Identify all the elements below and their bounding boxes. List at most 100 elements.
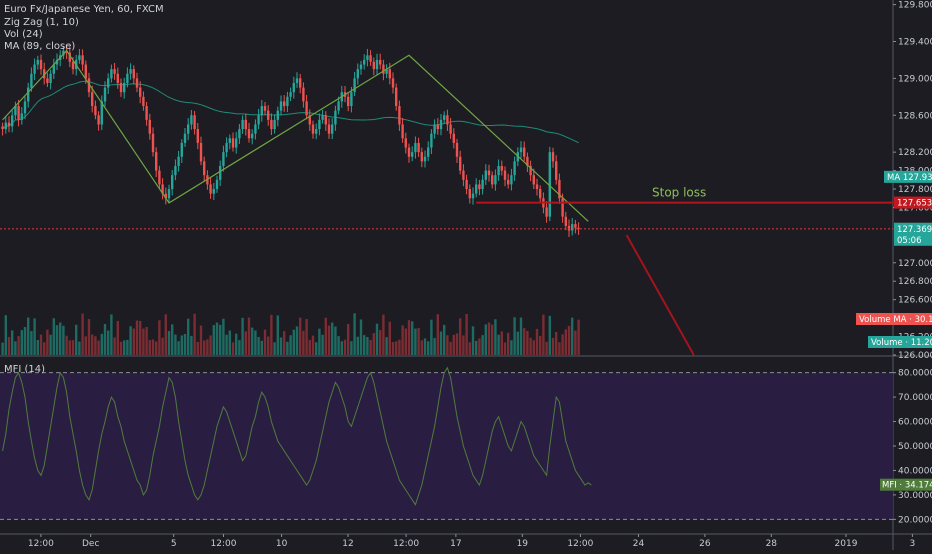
volume-bar (1, 342, 4, 355)
volume-bar (555, 331, 558, 355)
volume-bar (123, 340, 126, 355)
candle-body (302, 87, 305, 102)
volume-bar (567, 325, 571, 355)
volume-bar (110, 314, 113, 355)
volume-bar (135, 320, 139, 355)
candle-body (135, 78, 139, 88)
volume-bar (14, 341, 17, 355)
candle-body (132, 69, 135, 79)
indicator-ma[interactable]: MA (89, close) (4, 41, 76, 52)
candle-body (510, 175, 513, 185)
candle-body (20, 113, 23, 120)
candle-body (366, 55, 369, 60)
volume-bar (4, 315, 7, 355)
volume-bar (87, 319, 91, 355)
candle-body (289, 92, 292, 97)
candle-body (247, 129, 251, 139)
volume-bar (391, 341, 395, 355)
volume-tag (868, 336, 932, 348)
candle-body (455, 142, 459, 157)
candle-body (555, 161, 558, 180)
candle-body (462, 170, 465, 180)
candle-body (151, 133, 155, 153)
volume-bar (423, 338, 427, 355)
volume-bar (359, 319, 363, 355)
price-tag (894, 222, 932, 235)
candle-body (283, 101, 286, 107)
candle-body (267, 110, 270, 120)
volume-bar (52, 318, 55, 355)
volume-bar (350, 341, 353, 355)
volume-bar (30, 331, 33, 355)
candle-body (196, 129, 199, 143)
candle-body (78, 55, 81, 60)
candle-body (107, 78, 110, 88)
price-tick-label: 128.200 (898, 148, 932, 158)
volume-bar (155, 341, 158, 355)
candle-body (62, 50, 65, 56)
volume-bar (267, 336, 270, 355)
volume-bar (289, 335, 292, 355)
candle-body (254, 124, 257, 134)
volume-bar (526, 330, 529, 355)
indicator-volume[interactable]: Vol (24) (4, 29, 43, 40)
volume-bar (39, 334, 43, 355)
candle-body (199, 142, 203, 162)
candle-body (231, 138, 235, 148)
candle-body (526, 156, 529, 166)
volume-bar (292, 329, 295, 355)
volume-bar (145, 327, 148, 355)
candle-body (68, 52, 71, 62)
volume-bar (167, 331, 171, 355)
volume-bar (455, 333, 459, 355)
candle-body (142, 96, 145, 107)
volume-bar (196, 341, 199, 355)
volume-bar (279, 337, 283, 355)
volume-bar (331, 322, 334, 355)
volume-bar (443, 324, 446, 355)
volume-bar (260, 340, 263, 355)
candle-body (331, 124, 334, 134)
candle-body (401, 124, 404, 139)
volume-bar (398, 339, 401, 355)
volume-bar (193, 313, 196, 355)
volume-bar (542, 314, 545, 355)
candle-body (244, 119, 247, 130)
volume-bar (23, 326, 27, 355)
volume-bar (420, 340, 423, 355)
volume-bar (491, 324, 494, 355)
price-tick-label: 129.000 (898, 74, 932, 84)
price-tick-label: 126.800 (898, 277, 932, 287)
volume-bar (500, 331, 503, 355)
volume-bar (407, 320, 411, 355)
price-tag-label: 127.369 (897, 225, 932, 235)
volume-bar (539, 336, 542, 355)
volume-bar (199, 325, 203, 355)
candle-body (468, 189, 471, 199)
candle-body (404, 138, 407, 148)
volume-bar (94, 336, 97, 355)
volume-bar (561, 334, 564, 355)
candle-body (571, 224, 574, 231)
candle-body (100, 101, 103, 125)
candle-body (49, 73, 52, 83)
candle-body (308, 115, 311, 125)
volume-bar (395, 341, 398, 355)
candle-body (347, 96, 350, 107)
mfi-title[interactable]: MFI (14) (4, 364, 46, 375)
volume-bar (449, 341, 452, 355)
volume-bar (215, 322, 219, 355)
volume-bar (116, 321, 119, 355)
candle-body (411, 152, 414, 157)
volume-bar (263, 329, 267, 355)
volume-bar (231, 342, 235, 355)
candle-body (433, 124, 436, 134)
price-tick-label: 129.800 (898, 1, 932, 11)
volume-bar (497, 334, 500, 355)
indicator-zigzag[interactable]: Zig Zag (1, 10) (4, 17, 79, 28)
candle-body (145, 106, 148, 120)
candle-body (324, 115, 327, 125)
candle-body (446, 115, 449, 125)
